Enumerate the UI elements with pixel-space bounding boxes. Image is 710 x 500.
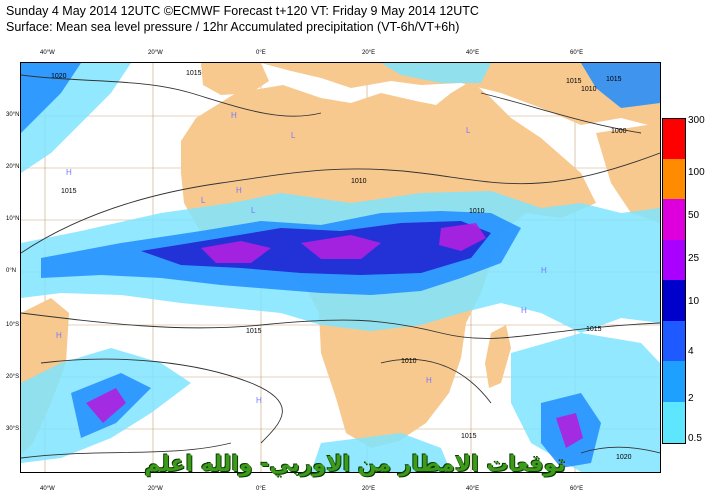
low-pressure-marker: L bbox=[251, 206, 256, 215]
high-pressure-marker: H bbox=[66, 168, 72, 177]
madagascar-landmass bbox=[485, 325, 511, 388]
isobar-label: 1015 bbox=[606, 76, 622, 83]
isobar-label: 1010 bbox=[469, 208, 485, 215]
lon-tick-top: 20°W bbox=[148, 50, 163, 56]
lon-tick-top: 60°E bbox=[570, 50, 584, 56]
forecast-map: 1020 1015 1010 1015 1015 1010 1015 1010 … bbox=[20, 62, 661, 473]
lat-tick: 10°S bbox=[6, 322, 20, 328]
low-pressure-marker: L bbox=[201, 196, 206, 205]
low-pressure-marker: L bbox=[291, 131, 296, 140]
lon-tick-top: 0°E bbox=[256, 50, 266, 56]
iberia-landmass bbox=[201, 63, 269, 95]
forecast-map-canvas: 1020 1015 1010 1015 1015 1010 1015 1010 … bbox=[21, 63, 660, 472]
colorbar-cell bbox=[663, 361, 685, 402]
forecast-subtitle: Surface: Mean sea level pressure / 12hr … bbox=[6, 20, 460, 34]
isobar-label: 1010 bbox=[401, 358, 417, 365]
high-pressure-marker: H bbox=[256, 396, 262, 405]
europe-landmass bbox=[261, 63, 660, 128]
arabic-caption-overlay: توقعات الامطار من الاوربي- والله اعلم bbox=[144, 452, 566, 477]
colorbar-label: 2 bbox=[688, 393, 694, 404]
colorbar-label: 10 bbox=[688, 296, 700, 307]
precip-itcz-extreme bbox=[301, 235, 381, 259]
high-pressure-marker: H bbox=[236, 186, 242, 195]
precip-atlantic-north-mid bbox=[21, 63, 81, 133]
isobar-lines bbox=[21, 74, 660, 459]
high-pressure-marker: H bbox=[426, 376, 432, 385]
colorbar-label: 25 bbox=[688, 253, 700, 264]
isobar-label: 1000 bbox=[611, 128, 627, 135]
isobar-label: 1020 bbox=[51, 73, 67, 80]
colorbar-cell bbox=[663, 199, 685, 240]
precip-south-cape bbox=[311, 433, 451, 472]
isobar-label: 1015 bbox=[246, 328, 262, 335]
colorbar-cell bbox=[663, 159, 685, 199]
isobar-label: 1015 bbox=[586, 326, 602, 333]
colorbar-cell bbox=[663, 321, 685, 361]
isobar-label: 1015 bbox=[186, 70, 202, 77]
precip-south-indian-extreme bbox=[556, 413, 583, 448]
colorbar-cell bbox=[663, 119, 685, 159]
isobar-label: 1010 bbox=[351, 178, 367, 185]
precip-north-east bbox=[581, 63, 660, 108]
precipitation-field bbox=[21, 63, 660, 472]
lat-tick: 20°N bbox=[6, 164, 20, 170]
asia-landmass bbox=[596, 123, 660, 223]
lat-tick: 20°S bbox=[6, 374, 20, 380]
forecast-title: Sunday 4 May 2014 12UTC ©ECMWF Forecast … bbox=[6, 4, 479, 18]
precip-itcz-extreme bbox=[201, 241, 271, 263]
isobar-label: 1015 bbox=[61, 188, 77, 195]
isobar-label: 1015 bbox=[461, 433, 477, 440]
colorbar-label: 300 bbox=[688, 115, 705, 126]
lat-tick: 10°N bbox=[6, 216, 20, 222]
precip-itcz-extreme bbox=[439, 223, 486, 251]
high-pressure-marker: H bbox=[231, 111, 237, 120]
colorbar-label: 100 bbox=[688, 167, 705, 178]
lon-tick-top: 20°E bbox=[362, 50, 376, 56]
precip-north-band bbox=[381, 63, 491, 83]
colorbar-label: 50 bbox=[688, 210, 700, 221]
colorbar-label: 4 bbox=[688, 346, 694, 357]
lon-tick-bottom: 0°E bbox=[256, 486, 266, 492]
lon-tick-bottom: 20°W bbox=[148, 486, 163, 492]
lon-tick-bottom: 20°E bbox=[362, 486, 376, 492]
isobar-label: 1015 bbox=[566, 78, 582, 85]
lon-tick-bottom: 60°E bbox=[570, 486, 584, 492]
isobar-label: 1020 bbox=[616, 454, 632, 461]
colorbar-cell bbox=[663, 240, 685, 280]
lat-tick: 0°N bbox=[6, 268, 17, 274]
colorbar-cell bbox=[663, 402, 685, 443]
high-pressure-marker: H bbox=[56, 331, 62, 340]
lat-tick: 30°S bbox=[6, 426, 20, 432]
lon-tick-top: 40°W bbox=[40, 50, 55, 56]
high-pressure-marker: H bbox=[541, 266, 547, 275]
colorbar-label: 0.5 bbox=[688, 433, 702, 444]
high-pressure-marker: H bbox=[521, 306, 527, 315]
low-pressure-marker: L bbox=[466, 126, 471, 135]
lon-tick-bottom: 40°W bbox=[40, 486, 55, 492]
isobar-labels: 1020 1015 1010 1015 1015 1010 1015 1010 … bbox=[51, 70, 632, 461]
lon-tick-top: 40°E bbox=[466, 50, 480, 56]
lon-tick-bottom: 40°E bbox=[466, 486, 480, 492]
colorbar-cell bbox=[663, 280, 685, 321]
lat-tick: 30°N bbox=[6, 112, 20, 118]
pressure-center-markers: H H L L H L H L H H H H bbox=[56, 111, 547, 405]
precipitation-colorbar bbox=[662, 118, 686, 444]
precip-south-atlantic-extreme bbox=[86, 388, 126, 423]
isobar-label: 1010 bbox=[581, 86, 597, 93]
